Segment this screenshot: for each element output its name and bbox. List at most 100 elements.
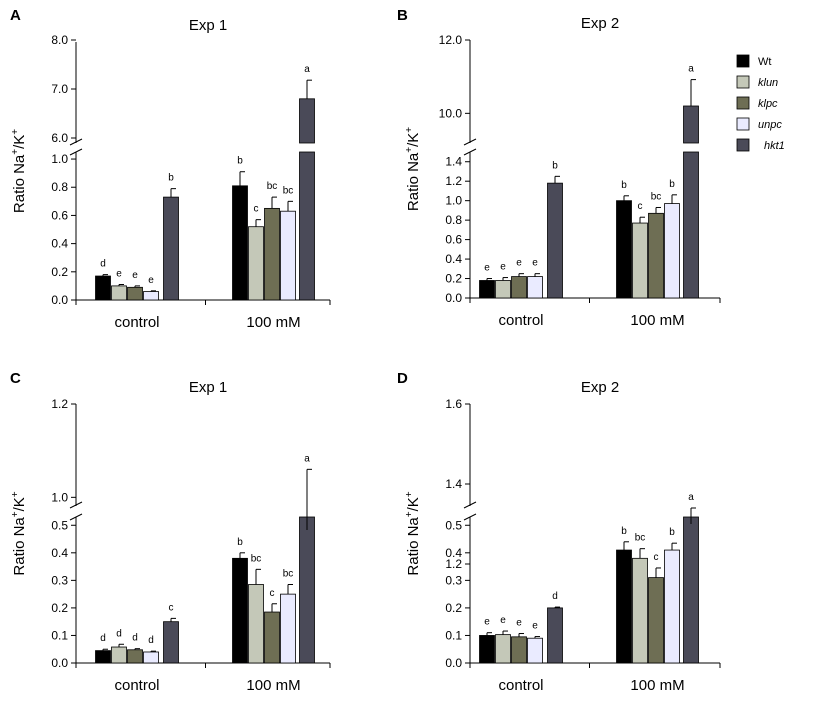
y-tick-label: 0.1 [445,628,462,642]
bar-klun-1 [248,584,264,664]
y-tick-label: 0.0 [445,656,462,670]
y-axis-label-part: Ratio Na [405,517,422,576]
y-tick-label: 0.4 [51,546,68,560]
y-tick-label: 0.2 [51,601,68,615]
legend-label-unpc: unpc [758,119,782,131]
bar-Wt-0 [95,275,111,301]
significance-letter: d [116,628,122,639]
bar-klun-1 [632,557,648,664]
bar-Wt-1 [616,200,632,299]
panel-label: A [10,7,21,24]
significance-letter: bc [283,185,294,196]
y-tick-label: 0.4 [445,546,462,560]
panel-label: B [397,7,408,24]
bar-hkt1-1 [683,151,699,299]
y-tick-label: 0.4 [51,237,68,251]
panel-label: C [10,370,21,387]
significance-letter: c [654,552,659,563]
bar-klpc-1 [264,611,280,664]
y-tick-label: 1.2 [51,397,68,411]
y-tick-label: 0.0 [51,656,68,670]
y-tick-label: 7.0 [51,82,68,96]
category-label: control [114,314,159,331]
y-axis-label-part: Ratio Na [405,152,422,211]
y-tick-label: 1.0 [51,152,68,166]
category-label: 100 mM [246,677,300,694]
category-label: control [114,677,159,694]
y-tick-label: 12.0 [439,33,463,47]
y-tick-label: 0.2 [445,601,462,615]
bar-hkt1-1 [683,516,699,664]
significance-letter: a [688,492,694,503]
legend-label-Wt: Wt [758,56,771,68]
y-axis-label: Ratio Na+/K+ [404,491,422,575]
bar-unpc-0 [143,651,159,664]
bar-Wt-0 [479,635,495,664]
y-tick-label: 0.8 [51,180,68,194]
bar-hkt1-0 [547,182,563,299]
y-tick-label: 0.5 [445,518,462,532]
y-axis-label-part: /K [11,497,28,511]
y-axis-label-part: /K [11,135,28,149]
y-tick-label: 0.6 [51,208,68,222]
y-tick-label: 0.0 [51,293,68,307]
y-axis-label-part: /K [405,497,422,511]
category-label: 100 mM [630,312,684,329]
y-tick-label: 0.6 [445,233,462,247]
y-axis-label: Ratio Na+/K+ [404,127,422,211]
axis-break-mark [69,501,83,509]
y-axis-label-part: + [404,127,415,133]
panel-label: D [397,370,408,387]
y-axis-label-part: + [404,491,415,497]
significance-letter: a [304,453,310,464]
significance-letter: c [169,602,174,613]
bar-Wt-1 [232,557,248,664]
bar-klun-0 [495,634,511,664]
bar-hkt1-1 [299,516,315,664]
y-tick-label: 0.8 [445,213,462,227]
bar-Wt-0 [479,280,495,299]
legend-swatch-unpc [736,117,750,131]
significance-letter: e [500,615,506,626]
significance-letter: b [621,180,627,191]
panel-title: Exp 2 [581,15,619,32]
bar-unpc-0 [527,637,543,664]
significance-letter: e [148,275,154,286]
bar-unpc-1 [280,593,296,664]
y-axis-label-part: Ratio Na [11,517,28,576]
bar-hkt1-0 [547,607,563,664]
bar-klpc-1 [264,207,280,301]
significance-letter: c [270,588,275,599]
significance-letter: e [532,621,538,632]
significance-letter: bc [267,181,278,192]
y-axis-label-part: + [404,511,415,517]
significance-letter: bc [651,191,662,202]
y-tick-label: 1.6 [445,397,462,411]
bar-klpc-1 [648,577,664,664]
axis-break-mark [463,513,477,521]
axis-break-mark [69,513,83,521]
y-tick-label: 1.4 [445,155,462,169]
bar-klpc-1 [648,212,664,299]
legend-label-klun: klun [758,77,778,89]
significance-letter: b [168,173,174,184]
y-tick-label: 0.1 [51,628,68,642]
significance-letter: b [621,526,627,537]
category-label: 100 mM [630,677,684,694]
panel-d: D Exp 2 0.0 0.1 0.2 0.3 0.4 0.5 1.2 1.4 1.6 Ratio N… [397,370,721,694]
significance-letter: d [148,635,154,646]
significance-letter: bc [635,533,646,544]
significance-letter: e [132,270,138,281]
category-label: control [498,677,543,694]
y-tick-label: 1.2 [445,557,462,571]
panel-b: B Exp 2 0.0 0.2 0.4 0.6 0.8 1.0 1.2 1.4 10.0 12.0 Ra… [397,7,721,329]
significance-letter: d [100,633,106,644]
significance-letter: e [484,263,490,274]
significance-letter: e [484,617,490,628]
y-axis-label-part: /K [405,133,422,147]
bar-unpc-0 [143,291,159,301]
bar-unpc-0 [527,276,543,299]
axis-break-mark [463,501,477,509]
significance-letter: e [500,262,506,273]
significance-letter: b [669,179,675,190]
